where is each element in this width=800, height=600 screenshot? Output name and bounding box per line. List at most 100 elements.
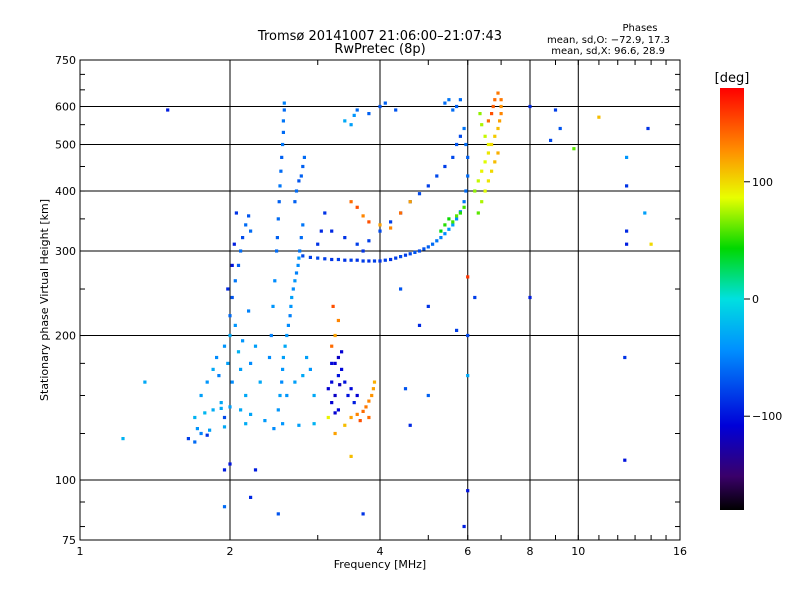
data-point [263,419,267,423]
data-point [330,257,334,262]
data-point [443,232,447,236]
data-point [121,437,125,441]
data-point [367,239,371,243]
data-point [312,393,316,398]
y-tick-label: 600 [55,101,76,114]
data-point [361,214,365,218]
data-point [253,468,258,472]
data-point [228,405,232,409]
data-point [443,223,447,227]
data-point [499,112,503,116]
data-point [239,408,243,412]
data-point [355,242,359,246]
data-point [466,155,470,159]
data-point [458,211,462,215]
data-point [281,422,285,426]
y-tick-label: 500 [55,139,76,152]
data-point [222,425,227,429]
data-point [294,189,299,193]
data-point [439,229,443,233]
data-point [275,249,279,253]
data-point [473,295,477,300]
data-point [293,380,297,384]
data-point [417,249,422,253]
x-tick-label: 1 [77,545,84,558]
data-point [143,380,147,384]
data-point [333,411,337,415]
data-point [253,344,258,348]
data-point [279,169,283,173]
x-tick-label: 8 [527,545,534,558]
data-point [476,211,480,215]
data-point [278,184,282,188]
data-point [464,189,468,193]
data-point [466,374,470,378]
data-point [383,101,387,105]
data-point [277,200,281,204]
data-point [275,236,279,240]
data-point [228,333,232,338]
data-point [443,164,447,169]
data-point [443,101,447,105]
data-point [236,350,241,354]
x-tick-label: 6 [464,545,471,558]
data-point [572,147,576,151]
data-point [383,258,387,262]
data-point [499,98,503,102]
data-point [417,192,422,196]
title-block: Tromsø 20141007 21:06:00–21:07:43 RwPret… [257,29,502,57]
data-point [249,229,253,233]
data-point [394,256,398,260]
data-point [355,205,359,209]
data-point [258,380,262,384]
data-point [336,257,340,262]
data-point [486,119,490,123]
x-tick-label: 2 [227,545,234,558]
data-point [451,155,455,159]
data-point [230,380,234,384]
data-point [297,423,301,427]
data-point [649,242,653,246]
data-point [241,339,245,343]
data-point [281,142,285,147]
data-point [378,229,382,233]
data-point [355,393,359,398]
data-point [308,255,312,259]
data-point [203,411,207,415]
x-tick-label: 16 [673,545,687,558]
data-point [340,367,344,371]
data-point [297,256,301,260]
data-point [455,104,459,109]
data-point [323,257,327,261]
colorbar-ticks: 100 0 −100 [744,176,782,423]
data-point [370,393,374,398]
data-point [305,355,309,360]
data-point [426,245,430,249]
data-point [493,160,497,164]
colorbar: [deg] 100 0 −100 [715,71,782,510]
data-point [336,318,340,323]
data-point [431,242,435,246]
data-point [349,454,353,458]
data-point [330,229,334,233]
data-point [372,259,377,263]
data-point [451,223,455,227]
stats-header: Phases [622,23,657,34]
data-point [435,174,439,178]
data-point [352,401,356,405]
data-point [496,126,500,131]
data-point [247,214,251,218]
data-point [323,211,327,215]
data-point [361,512,365,516]
data-point [285,393,289,398]
data-point [205,433,209,437]
data-point [462,200,466,204]
data-point [361,409,365,413]
data-point [458,98,462,102]
data-point [267,355,272,360]
data-point [276,408,280,412]
data-point [211,408,215,412]
data-point [299,236,303,240]
data-point [308,367,312,371]
data-point [236,263,241,267]
